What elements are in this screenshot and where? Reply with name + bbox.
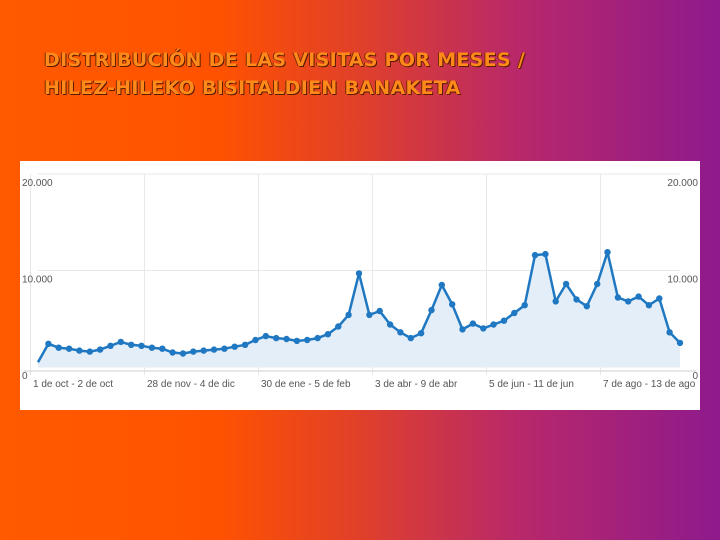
y-tick-left-2: 0	[22, 371, 28, 382]
series-points	[45, 249, 684, 357]
data-point-43	[480, 325, 487, 332]
data-point-45	[500, 317, 508, 324]
y-axis-right: 20.000 10.000 0	[667, 178, 698, 382]
data-point-23	[273, 334, 280, 342]
data-point-29	[335, 323, 342, 330]
visits-area-chart: 20.000 10.000 0 20.000 10.000 0 1 de oct - 2…	[22, 173, 698, 390]
data-point-11	[148, 344, 156, 351]
data-point-57	[625, 298, 632, 305]
data-point-30	[345, 311, 352, 319]
data-point-10	[138, 342, 145, 349]
x-tick-label-3: 3 de abr - 9 de abr	[375, 379, 458, 390]
data-point-47	[521, 302, 528, 309]
y-tick-left-0: 20.000	[22, 178, 53, 189]
data-point-9	[128, 341, 135, 348]
y-tick-left-1: 10.000	[22, 275, 53, 286]
data-point-12	[159, 345, 166, 352]
data-point-22	[262, 332, 269, 340]
data-point-39	[438, 281, 445, 289]
data-point-24	[283, 335, 290, 343]
data-point-40	[449, 301, 456, 308]
data-point-50	[552, 298, 559, 305]
series-area	[38, 252, 680, 367]
data-point-5	[86, 348, 94, 355]
data-point-26	[304, 336, 311, 344]
data-point-37	[417, 330, 425, 337]
x-tick-label-2: 30 de ene - 5 de feb	[261, 379, 351, 390]
data-point-55	[604, 249, 611, 256]
x-axis: 1 de oct - 2 de oct 28 de nov - 4 de dic 3…	[33, 379, 696, 390]
data-point-52	[573, 296, 580, 303]
data-point-48	[531, 251, 539, 259]
data-point-60	[656, 295, 663, 302]
x-tick-label-0: 1 de oct - 2 de oct	[33, 379, 113, 390]
data-point-25	[293, 337, 301, 345]
data-point-59	[645, 302, 653, 309]
y-tick-right-0: 20.000	[667, 178, 698, 189]
data-point-31	[355, 270, 363, 277]
data-point-19	[231, 343, 238, 350]
data-point-20	[241, 341, 249, 348]
y-axis-left: 20.000 10.000 0	[22, 178, 53, 382]
data-point-27	[314, 334, 321, 342]
data-point-34	[386, 321, 394, 328]
data-point-44	[490, 321, 497, 328]
data-point-53	[583, 303, 590, 310]
data-point-32	[366, 311, 373, 319]
slide-title: DISTRIBUCIÓN DE LAS VISITAS POR MESES / …	[44, 46, 684, 102]
data-point-13	[169, 349, 176, 356]
data-point-36	[407, 334, 414, 342]
data-point-15	[190, 348, 197, 355]
data-point-1	[45, 340, 52, 347]
data-point-61	[666, 329, 673, 336]
data-point-41	[459, 326, 466, 333]
y-tick-right-1: 10.000	[667, 275, 698, 286]
data-point-8	[117, 338, 125, 346]
data-point-3	[65, 345, 73, 352]
x-tick-label-5: 7 de ago - 13 de ago	[603, 379, 696, 390]
data-point-54	[594, 280, 601, 288]
data-point-62	[676, 339, 684, 347]
chart-panel: 20.000 10.000 0 20.000 10.000 0 1 de oct - 2…	[20, 161, 700, 410]
data-point-46	[511, 309, 518, 317]
data-point-56	[614, 294, 622, 301]
data-point-2	[55, 344, 62, 351]
data-point-49	[542, 250, 549, 258]
data-point-4	[76, 347, 83, 354]
x-tick-label-1: 28 de nov - 4 de dic	[147, 379, 235, 390]
slide-title-line-1: DISTRIBUCIÓN DE LAS VISITAS POR MESES /	[44, 49, 526, 71]
x-tick-label-4: 5 de jun - 11 de jun	[489, 379, 574, 390]
data-point-17	[210, 346, 218, 353]
data-point-38	[428, 306, 435, 314]
data-point-58	[635, 293, 642, 300]
data-point-18	[221, 345, 228, 352]
y-tick-right-2: 0	[692, 371, 698, 382]
data-point-51	[562, 280, 570, 288]
data-point-28	[324, 331, 332, 338]
data-point-16	[200, 347, 207, 354]
data-point-21	[252, 336, 259, 344]
data-point-6	[96, 346, 104, 353]
slide-title-line-2: HILEZ-HILEKO BISITALDIEN BANAKETA	[44, 77, 461, 99]
data-point-33	[376, 307, 383, 315]
data-point-14	[179, 350, 187, 357]
data-point-35	[397, 329, 404, 336]
data-point-7	[107, 342, 114, 349]
data-point-42	[469, 320, 477, 327]
